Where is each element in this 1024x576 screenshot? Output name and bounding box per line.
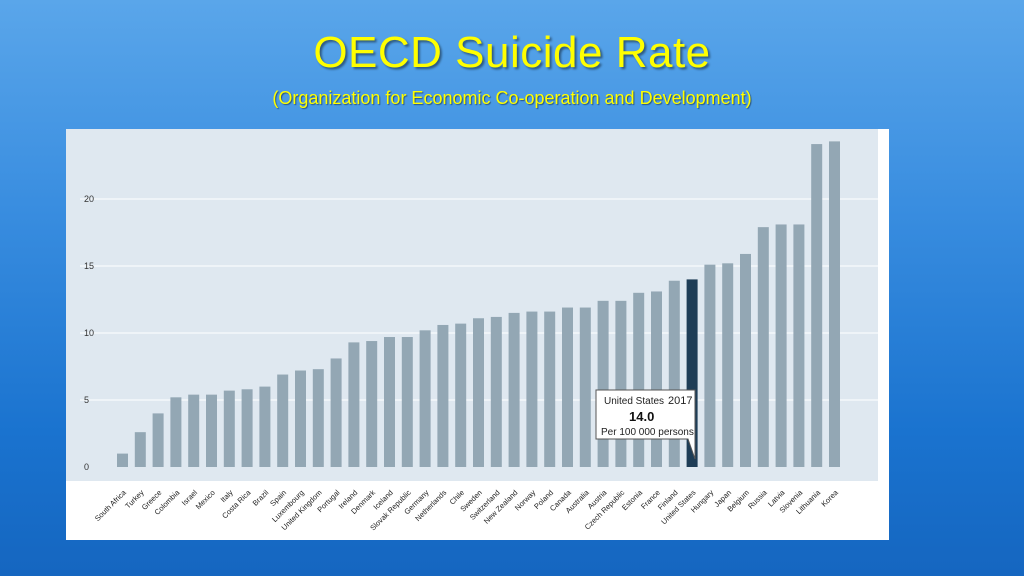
slide-title: OECD Suicide Rate <box>313 28 711 77</box>
bar[interactable] <box>473 318 484 467</box>
bar[interactable] <box>686 279 698 467</box>
y-tick-label: 20 <box>84 194 94 204</box>
bar[interactable] <box>206 394 217 467</box>
tooltip-box <box>595 389 696 460</box>
bar[interactable] <box>295 370 306 467</box>
bar[interactable] <box>277 374 289 467</box>
bar[interactable] <box>401 337 413 467</box>
bar[interactable] <box>152 413 164 467</box>
bar[interactable] <box>740 253 751 467</box>
y-tick-label: 10 <box>84 328 94 338</box>
bar[interactable] <box>366 341 378 467</box>
x-tick-label: Brazil <box>251 488 271 508</box>
bar[interactable] <box>348 342 360 467</box>
y-tick-label: 0 <box>84 462 89 472</box>
bar[interactable] <box>508 312 520 467</box>
x-tick-label: Mexico <box>194 488 217 511</box>
bar[interactable] <box>757 227 769 467</box>
bar[interactable] <box>668 280 680 467</box>
bar[interactable] <box>562 307 573 467</box>
bar-chart: 0 5 10 15 20 South AfricaTurkeyGreeceColombi… <box>66 129 878 532</box>
plot-area <box>66 129 878 481</box>
bar[interactable] <box>811 144 823 467</box>
bar[interactable] <box>722 263 734 467</box>
bar[interactable] <box>384 337 395 467</box>
bar[interactable] <box>793 224 805 467</box>
x-axis-labels: South AfricaTurkeyGreeceColombiaIsraelMe… <box>93 487 841 532</box>
bar[interactable] <box>579 307 591 467</box>
tooltip: United States 2017 14.0 Per 100 000 pers… <box>595 389 696 460</box>
y-axis: 0 5 10 15 20 <box>84 194 94 472</box>
x-tick-label: Russia <box>746 487 769 510</box>
bar[interactable] <box>633 292 645 467</box>
tooltip-value: 14.0 <box>629 409 654 424</box>
x-tick-label: Korea <box>819 487 840 508</box>
bar[interactable] <box>597 300 609 467</box>
bar[interactable] <box>330 358 342 467</box>
tooltip-unit: Per 100 000 persons <box>601 427 694 438</box>
bars <box>117 141 840 467</box>
bar[interactable] <box>615 300 627 467</box>
tooltip-year: 2017 <box>668 395 692 407</box>
chart-frame: 0 5 10 15 20 South Africa Turkey Greece Colombi… <box>66 129 889 540</box>
bar[interactable] <box>117 453 128 467</box>
x-tick-label: Estonia <box>620 487 645 512</box>
bar[interactable] <box>241 389 253 467</box>
bar[interactable] <box>223 390 235 467</box>
bar[interactable] <box>312 369 324 467</box>
bar[interactable] <box>170 397 182 467</box>
bar[interactable] <box>437 324 449 467</box>
bar[interactable] <box>704 264 716 467</box>
y-tick-label: 5 <box>84 395 89 405</box>
bar[interactable] <box>775 224 787 467</box>
y-tick-label: 15 <box>84 261 94 271</box>
bar[interactable] <box>259 386 271 467</box>
bar[interactable] <box>651 291 662 467</box>
tooltip-country: United States <box>604 396 664 407</box>
slide-subtitle: (Organization for Economic Co-operation … <box>272 88 752 108</box>
bar[interactable] <box>544 311 556 467</box>
bar[interactable] <box>526 311 538 467</box>
bar[interactable] <box>134 432 146 467</box>
bar[interactable] <box>455 323 467 467</box>
bar[interactable] <box>490 316 502 467</box>
bar[interactable] <box>419 330 431 467</box>
bar[interactable] <box>188 394 200 467</box>
bar[interactable] <box>829 141 840 467</box>
